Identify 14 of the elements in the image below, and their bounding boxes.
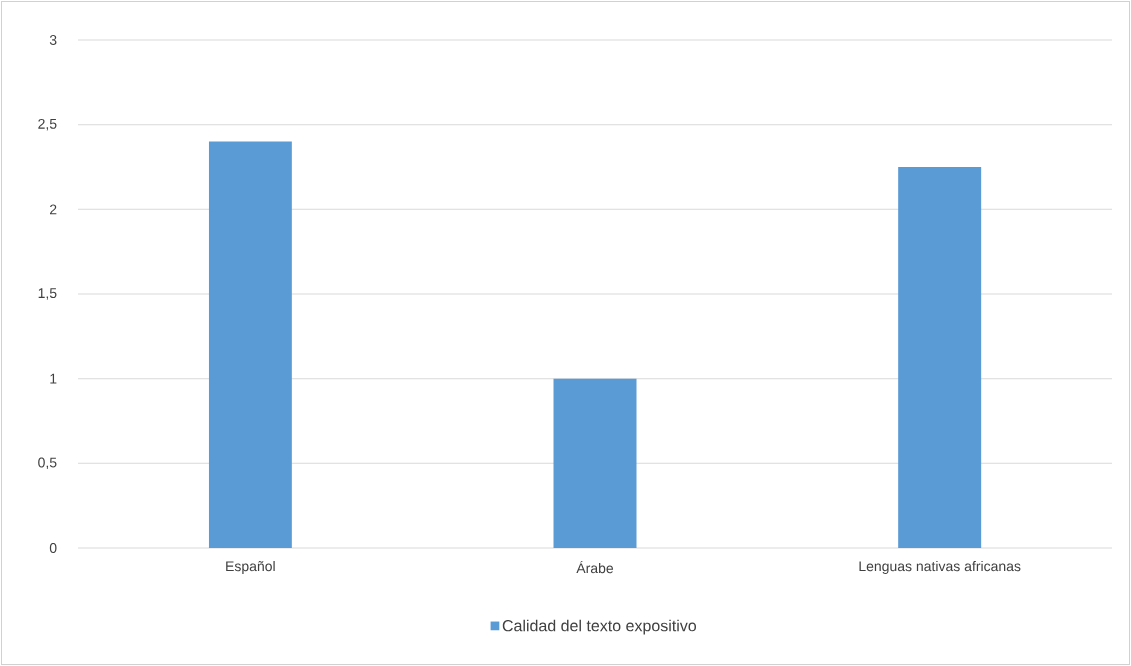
y-tick-label: 2,5 (38, 118, 57, 131)
y-tick-label: 1,5 (38, 288, 57, 300)
x-tick-label: Árabe (576, 560, 614, 574)
bar (553, 378, 637, 548)
x-tick-label: Español (226, 560, 275, 574)
bar (898, 166, 982, 548)
y-tick-label: 3 (49, 35, 57, 45)
y-tick-label: 1 (50, 373, 57, 384)
y-tick-label: 0,5 (38, 457, 57, 470)
x-tick-label: Lenguas nativas africanas (859, 560, 1021, 574)
y-tick-label: 0 (49, 543, 57, 553)
legend-label: Calidad del texto expositivo (502, 619, 697, 635)
y-tick-label: 2 (50, 204, 57, 215)
bar (208, 141, 292, 548)
